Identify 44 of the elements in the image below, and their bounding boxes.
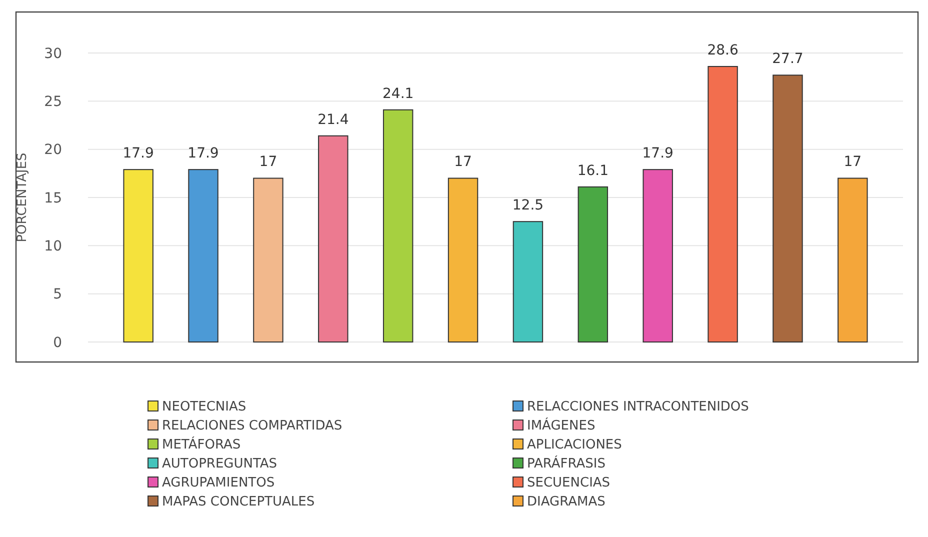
- legend-label: MAPAS CONCEPTUALES: [162, 494, 315, 510]
- y-tick-label: 30: [44, 46, 62, 62]
- data-label: 17.9: [122, 146, 154, 162]
- data-label: 28.6: [707, 42, 738, 58]
- legend-label: AUTOPREGUNTAS: [162, 456, 278, 472]
- bar: [578, 186, 608, 342]
- y-axis-title: PORCENTAJES: [15, 152, 30, 242]
- bar: [382, 109, 414, 342]
- data-label: 17: [844, 154, 862, 170]
- bar: [772, 74, 803, 342]
- legend-label: DIAGRAMAS: [527, 494, 606, 510]
- legend-label: SECUENCIAS: [527, 476, 610, 491]
- data-label: 21.4: [318, 112, 349, 128]
- legend-label: AGRUPAMIENTOS: [162, 476, 275, 491]
- data-label: 17: [454, 154, 472, 170]
- legend-label: NEOTECNIAS: [162, 400, 246, 415]
- bar: [838, 178, 868, 342]
- bar: [512, 221, 544, 342]
- data-label: 24.1: [382, 86, 414, 102]
- y-tick-label: 10: [44, 238, 62, 255]
- data-label: 16.1: [577, 162, 608, 179]
- y-tick-label: 25: [44, 94, 62, 110]
- data-label: 17: [259, 154, 278, 170]
- data-label: 27.7: [772, 51, 804, 68]
- bar: [448, 178, 478, 342]
- bar: [188, 169, 218, 342]
- bar: [123, 169, 154, 342]
- data-label: 12.5: [512, 198, 544, 214]
- bar: [708, 66, 738, 342]
- y-tick-label: 0: [53, 334, 62, 351]
- bar: [253, 178, 284, 342]
- bar: [318, 135, 348, 342]
- legend-label: IMÁGENES: [527, 416, 596, 434]
- bar: [642, 169, 673, 342]
- legend-label: RELACCIONES INTRACONTENIDOS: [527, 400, 749, 415]
- legend-label: APLICACIONES: [527, 438, 622, 453]
- data-label: 17.9: [188, 146, 219, 162]
- legend-label: RELACIONES COMPARTIDAS: [162, 418, 342, 434]
- data-label: 17.9: [642, 146, 674, 162]
- legend-label: METÁFORAS: [162, 436, 241, 453]
- y-tick-label: 5: [53, 286, 62, 303]
- y-tick-label: 20: [44, 142, 62, 158]
- y-tick-label: 15: [44, 190, 62, 206]
- legend-label: PARÁFRASIS: [527, 454, 606, 472]
